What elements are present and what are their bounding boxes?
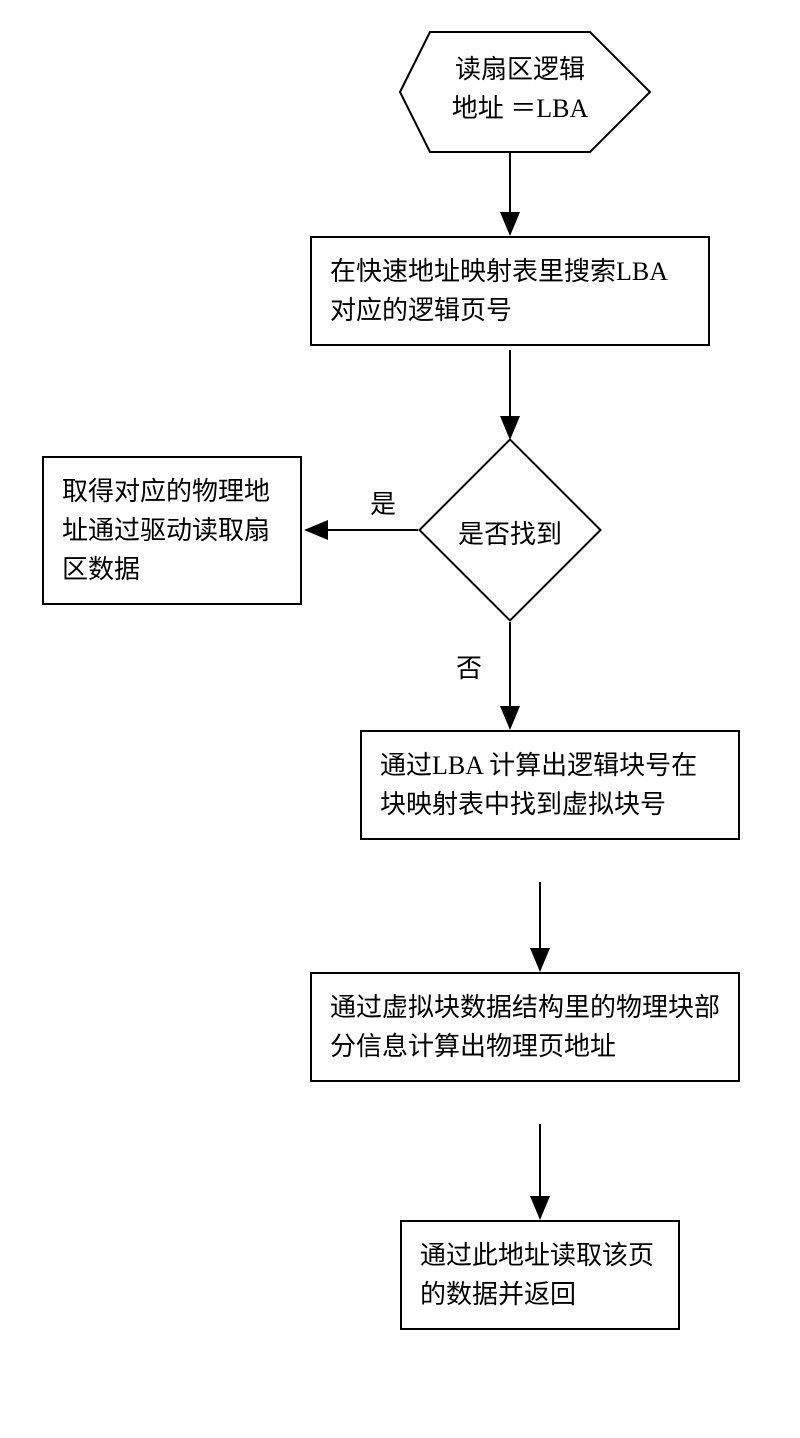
read-return-text: 通过此地址读取该页的数据并返回 xyxy=(420,1241,654,1309)
found-left-node: 取得对应的物理地址通过驱动读取扇区数据 xyxy=(42,456,302,605)
yes-label: 是 xyxy=(370,484,396,521)
calc-block-node: 通过LBA 计算出逻辑块号在块映射表中找到虚拟块号 xyxy=(360,730,740,840)
start-line1: 读扇区逻辑 xyxy=(420,50,620,89)
no-label: 否 xyxy=(456,648,482,685)
decision-node: 是否找到 xyxy=(450,514,570,551)
calc-page-node: 通过虚拟块数据结构里的物理块部分信息计算出物理页地址 xyxy=(310,972,740,1082)
search-text: 在快速地址映射表里搜索LBA 对应的逻辑页号 xyxy=(330,257,667,325)
calc-page-text: 通过虚拟块数据结构里的物理块部分信息计算出物理页地址 xyxy=(330,993,720,1061)
found-left-text: 取得对应的物理地址通过驱动读取扇区数据 xyxy=(62,477,270,584)
start-node: 读扇区逻辑 地址 ＝LBA xyxy=(420,50,620,128)
read-return-node: 通过此地址读取该页的数据并返回 xyxy=(400,1220,680,1330)
calc-block-text: 通过LBA 计算出逻辑块号在块映射表中找到虚拟块号 xyxy=(380,751,697,819)
start-line2: 地址 ＝LBA xyxy=(420,89,620,128)
search-node: 在快速地址映射表里搜索LBA 对应的逻辑页号 xyxy=(310,236,710,346)
decision-text: 是否找到 xyxy=(458,520,562,549)
